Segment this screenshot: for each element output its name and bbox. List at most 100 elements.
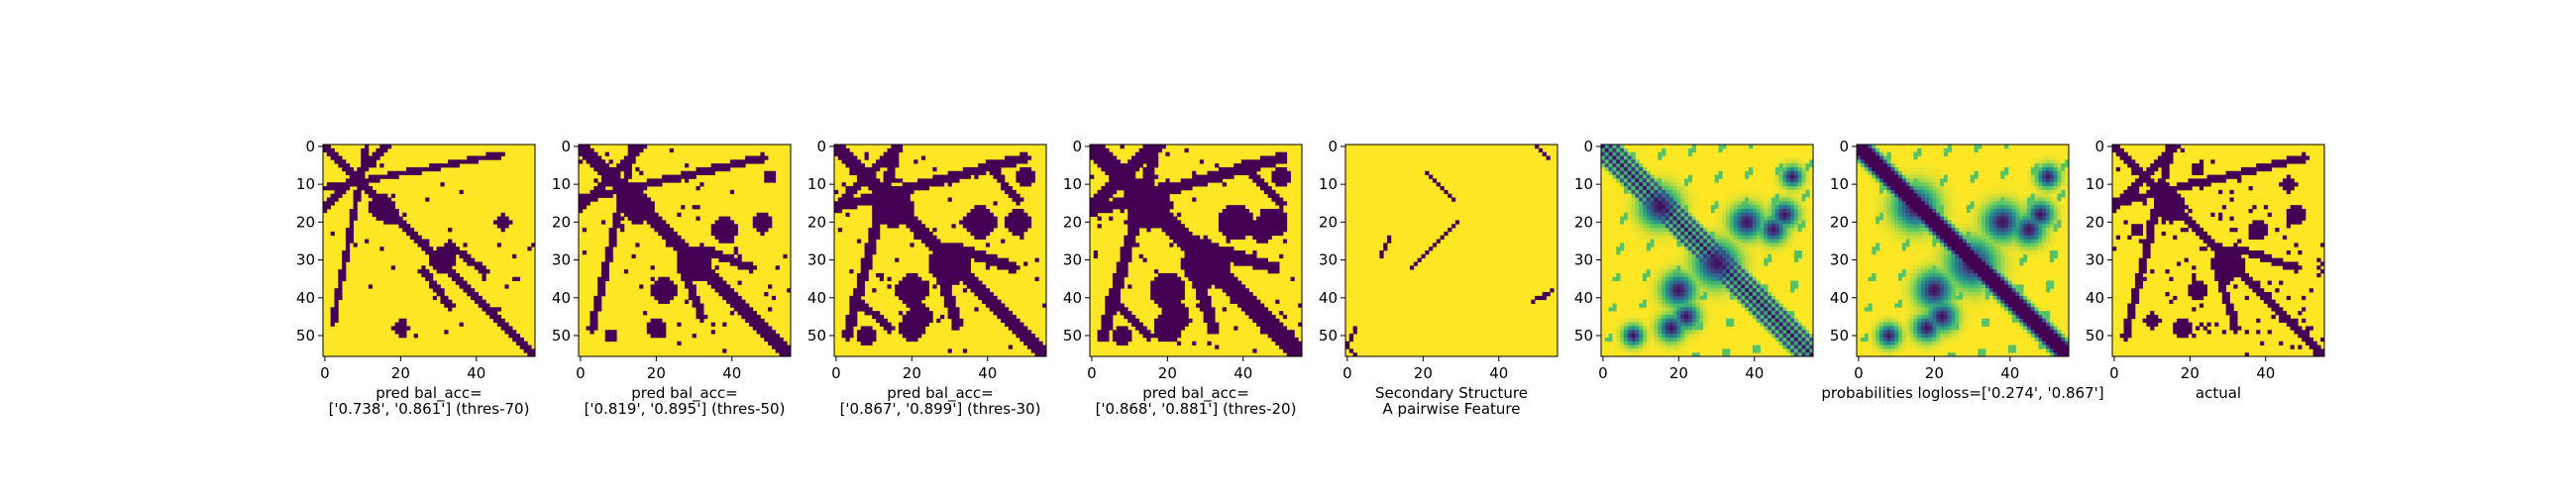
heatmap-cell	[1654, 166, 1659, 172]
heatmap-cell	[681, 261, 686, 266]
heatmap-cell	[1173, 220, 1178, 225]
heatmap-cell	[608, 231, 613, 237]
heatmap-cell	[677, 269, 682, 274]
heatmap-cell	[837, 201, 843, 206]
heatmap-cell	[974, 276, 979, 281]
heatmap-cell	[928, 247, 933, 251]
heatmap-cell	[1199, 272, 1205, 278]
heatmap-cell	[1710, 208, 1716, 214]
heatmap-cell	[1448, 193, 1452, 198]
heatmap-cell	[1004, 307, 1010, 312]
heatmap-cell	[1157, 145, 1163, 149]
heatmap-cell	[1786, 216, 1791, 221]
heatmap-cell	[714, 250, 719, 255]
heatmap-cell	[1105, 186, 1110, 191]
heatmap-cell	[1764, 228, 1769, 233]
heatmap-cell	[982, 205, 987, 210]
heatmap-cell	[1627, 178, 1632, 183]
heatmap-cell	[1101, 148, 1106, 153]
heatmap-cell	[323, 145, 328, 149]
heatmap-cell	[841, 151, 846, 156]
heatmap-cell	[1134, 189, 1140, 195]
heatmap-cell	[849, 170, 854, 175]
heatmap-cell	[590, 189, 594, 195]
heatmap-cell	[1180, 178, 1185, 183]
heatmap-cell	[1244, 220, 1249, 225]
heatmap-cell	[334, 182, 339, 187]
heatmap-cell	[398, 170, 403, 175]
heatmap-cell	[1112, 311, 1118, 316]
heatmap-cell	[1256, 311, 1261, 316]
heatmap-cell	[1658, 261, 1663, 266]
heatmap-cell	[1008, 322, 1014, 327]
heatmap-cell	[872, 224, 877, 229]
heatmap-cell	[1429, 174, 1434, 179]
heatmap-cell	[1196, 178, 1201, 183]
heatmap-cell	[398, 216, 403, 221]
heatmap-cell	[1226, 261, 1231, 266]
heatmap-cell	[353, 170, 358, 175]
x-tick-label: 0	[1087, 364, 1097, 382]
heatmap-cell	[951, 224, 956, 229]
heatmap-cell	[1252, 311, 1257, 316]
heatmap-cell	[966, 166, 971, 172]
heatmap-cell	[1676, 224, 1681, 229]
heatmap-cell	[1604, 163, 1610, 168]
heatmap-cell	[1263, 228, 1269, 233]
heatmap-cell	[722, 216, 727, 221]
heatmap-cell	[372, 155, 376, 160]
heatmap-cell	[1707, 253, 1712, 259]
heatmap-cell	[1623, 163, 1629, 168]
heatmap-cell	[940, 261, 945, 266]
heatmap-cell	[860, 303, 865, 308]
heatmap-cell	[913, 307, 918, 312]
heatmap-cell	[1608, 151, 1613, 156]
heatmap-cell	[1282, 178, 1288, 183]
heatmap-cell	[1188, 261, 1193, 266]
heatmap-cell	[1211, 307, 1216, 312]
heatmap-cell	[1169, 314, 1174, 320]
heatmap-cell	[1771, 178, 1776, 183]
heatmap-cell	[860, 272, 865, 278]
heatmap-cell	[1008, 345, 1014, 349]
heatmap-cell	[1805, 205, 1810, 210]
heatmap-cell	[1722, 212, 1727, 218]
heatmap-cell	[1643, 216, 1648, 221]
heatmap-cell	[932, 261, 937, 266]
heatmap-cell	[1127, 208, 1132, 214]
heatmap-cell	[696, 303, 700, 308]
heatmap-cell	[590, 326, 594, 331]
heatmap-cell	[1004, 311, 1010, 316]
heatmap-cell	[748, 261, 754, 266]
heatmap-cell	[600, 280, 606, 285]
heatmap-cell	[1623, 224, 1629, 229]
heatmap-cell	[1093, 159, 1099, 164]
heatmap-cell	[1722, 243, 1727, 248]
heatmap-cell	[376, 151, 380, 156]
heatmap-cell	[440, 292, 445, 297]
heatmap-cell	[1244, 163, 1249, 168]
heatmap-cell	[1248, 253, 1253, 259]
heatmap-cell	[1279, 201, 1284, 206]
heatmap-cell	[1016, 265, 1020, 270]
heatmap-cell	[677, 212, 682, 218]
heatmap-cell	[718, 220, 723, 225]
heatmap-cell	[1790, 228, 1795, 233]
heatmap-cell	[1726, 247, 1731, 251]
heatmap-cell	[1741, 193, 1746, 198]
heatmap-cell	[1654, 186, 1659, 191]
heatmap-cell	[383, 220, 388, 225]
heatmap-cell	[1230, 284, 1234, 289]
heatmap-cell	[1601, 155, 1606, 160]
heatmap-cell	[1252, 163, 1257, 168]
heatmap-cell	[1267, 269, 1272, 274]
heatmap-cell	[650, 276, 655, 281]
heatmap-cell	[1778, 208, 1783, 214]
heatmap-cell	[623, 174, 629, 179]
heatmap-cell	[1134, 178, 1140, 183]
heatmap-cell	[1729, 243, 1735, 248]
heatmap-cell	[1275, 330, 1280, 335]
heatmap-cell	[1097, 159, 1102, 164]
heatmap-cell	[1745, 193, 1750, 198]
heatmap-cell	[1774, 253, 1780, 259]
